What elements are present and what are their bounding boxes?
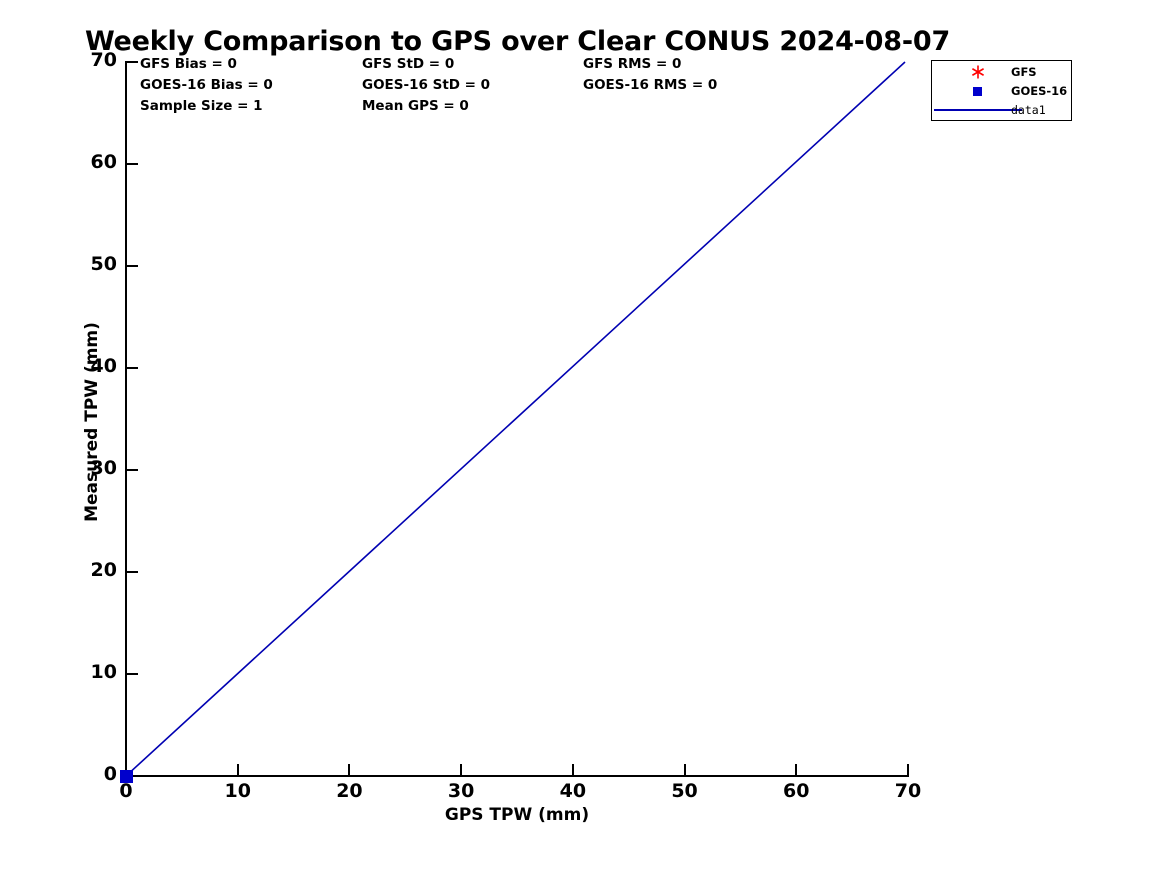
page-title: Weekly Comparison to GPS over Clear CONU… — [84, 26, 951, 57]
legend-box: GFS GOES-16 data1 — [931, 60, 1072, 121]
x-tick-label: 0 — [119, 780, 133, 802]
y-axis-label: Measured TPW (mm) — [82, 322, 102, 522]
y-tick-label: 60 — [90, 151, 117, 173]
asterisk-icon — [961, 62, 995, 82]
annotation-gfs-rms: GFS RMS = 0 — [583, 56, 682, 72]
x-tick-mark — [795, 764, 798, 775]
x-tick-mark — [571, 764, 574, 775]
legend-label-data1: data1 — [1011, 103, 1046, 117]
y-tick-mark — [127, 571, 138, 573]
x-tick-label: 50 — [671, 780, 698, 802]
y-tick-label: 70 — [90, 49, 117, 71]
legend-item-gfs: GFS — [932, 62, 1071, 82]
x-tick-label: 20 — [336, 780, 363, 802]
y-tick-mark — [127, 163, 138, 165]
y-tick-mark — [127, 265, 138, 267]
y-tick-label: 30 — [90, 457, 117, 479]
annotation-goes-bias: GOES-16 Bias = 0 — [140, 77, 273, 93]
x-tick-label: 40 — [559, 780, 587, 802]
goes16-data-point — [119, 769, 133, 783]
x-tick-label: 30 — [447, 780, 475, 802]
x-tick-mark — [236, 764, 239, 775]
x-axis-label: GPS TPW (mm) — [444, 805, 590, 825]
line-icon — [934, 100, 1022, 120]
legend-label-gfs: GFS — [1011, 65, 1037, 79]
square-icon — [961, 81, 995, 101]
annotation-goes-rms: GOES-16 RMS = 0 — [583, 77, 718, 93]
y-tick-label: 40 — [90, 355, 117, 377]
legend-label-goes16: GOES-16 — [1011, 84, 1068, 98]
annotation-gfs-bias: GFS Bias = 0 — [140, 56, 237, 72]
legend-item-data1: data1 — [932, 100, 1071, 120]
x-tick-mark — [683, 764, 686, 775]
y-tick-mark — [127, 367, 138, 369]
annotation-mean-gps: Mean GPS = 0 — [362, 98, 469, 114]
y-tick-mark — [127, 469, 138, 471]
y-tick-label: 0 — [103, 763, 117, 785]
x-tick-label: 60 — [783, 780, 810, 802]
annotation-goes-std: GOES-16 StD = 0 — [362, 77, 491, 93]
x-tick-mark — [348, 764, 351, 775]
x-tick-label: 10 — [224, 780, 251, 802]
y-tick-mark — [127, 673, 138, 675]
annotation-sample-size: Sample Size = 1 — [140, 98, 263, 114]
data1-line — [125, 61, 906, 777]
y-axis-line — [125, 61, 127, 777]
annotation-gfs-std: GFS StD = 0 — [362, 56, 455, 72]
x-tick-label: 70 — [894, 780, 922, 802]
x-tick-mark — [460, 764, 463, 775]
y-tick-label: 10 — [90, 661, 117, 683]
x-axis-line — [125, 775, 909, 777]
y-tick-label: 20 — [90, 559, 117, 581]
y-tick-mark — [127, 61, 138, 63]
y-tick-label: 50 — [90, 253, 117, 275]
legend-item-goes16: GOES-16 — [932, 81, 1071, 101]
x-tick-mark — [907, 764, 909, 775]
